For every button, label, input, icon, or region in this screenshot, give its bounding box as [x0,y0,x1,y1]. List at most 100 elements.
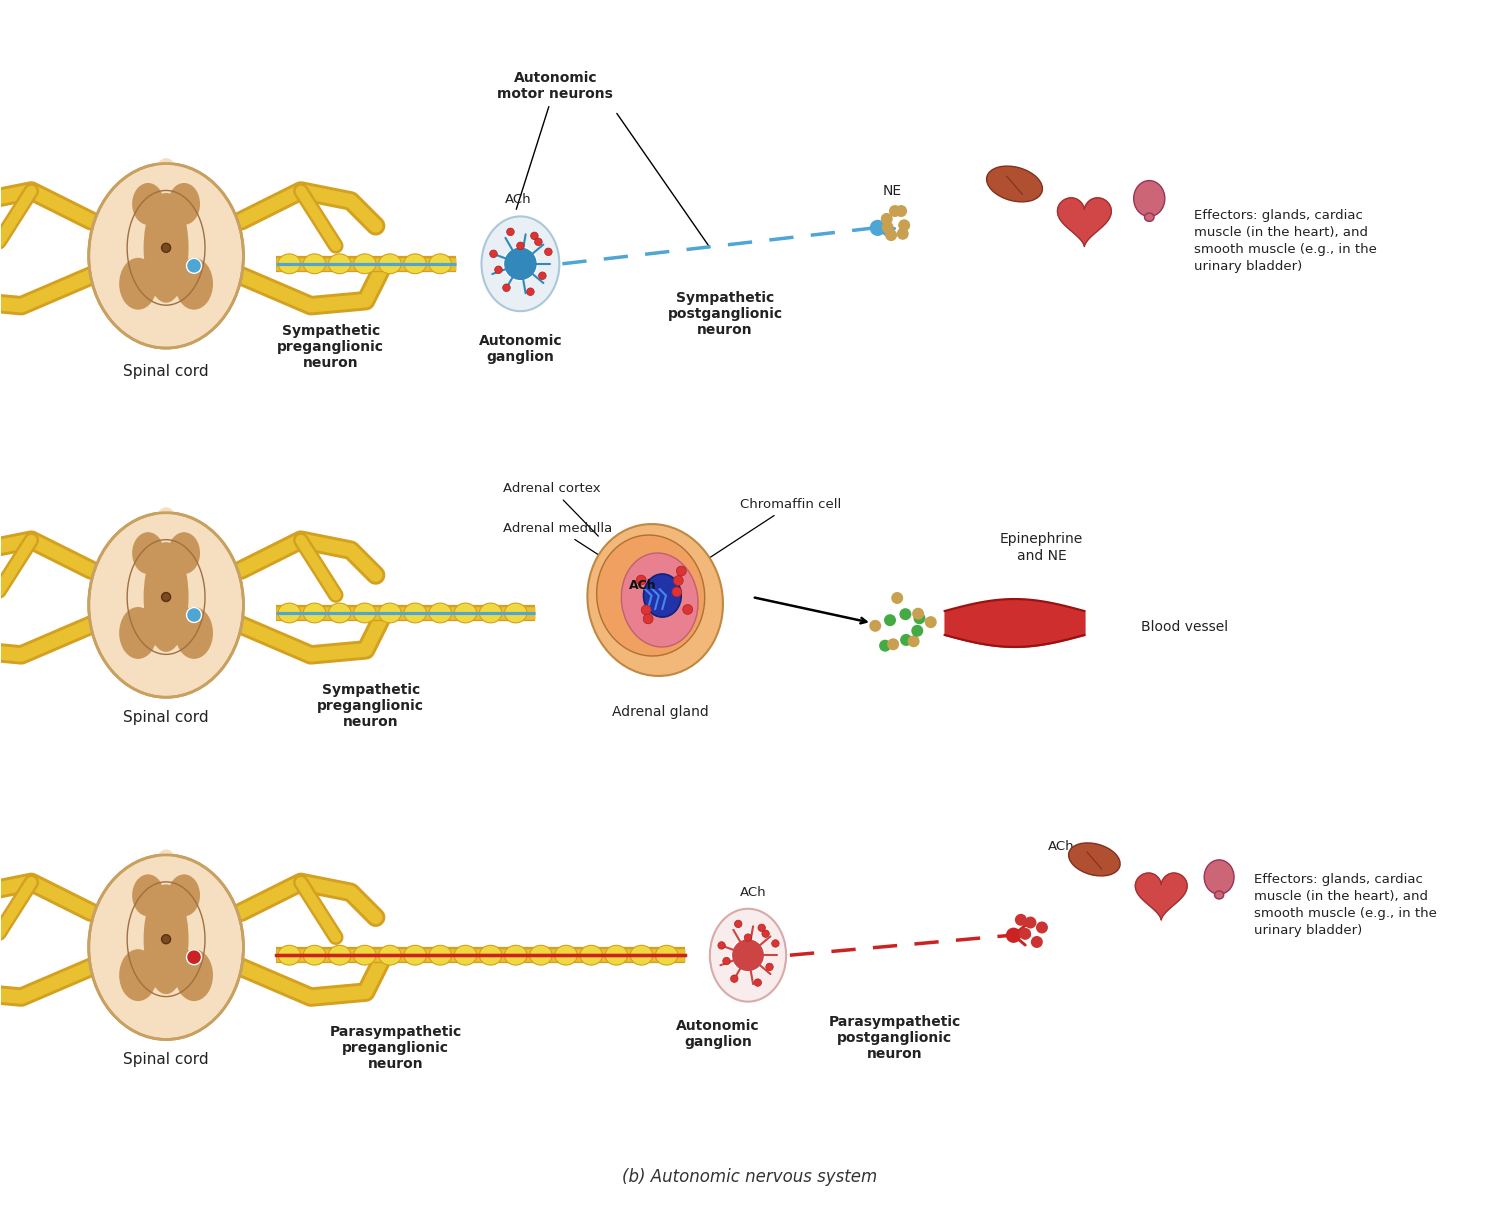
Circle shape [1007,928,1022,943]
Circle shape [162,935,171,944]
Ellipse shape [630,945,652,966]
Ellipse shape [168,183,200,225]
Circle shape [526,288,534,295]
Ellipse shape [154,507,177,540]
Circle shape [538,272,546,280]
Text: Effectors: glands, cardiac
muscle (in the heart), and
smooth muscle (e.g., in th: Effectors: glands, cardiac muscle (in th… [1254,874,1437,938]
Ellipse shape [604,945,627,966]
Ellipse shape [588,524,723,676]
Circle shape [891,592,903,604]
Ellipse shape [176,607,213,659]
Ellipse shape [621,553,698,647]
Ellipse shape [1134,180,1166,217]
Ellipse shape [154,159,177,190]
Ellipse shape [454,603,477,623]
Circle shape [1030,937,1042,947]
Text: Sympathetic
preganglionic
neuron: Sympathetic preganglionic neuron [316,682,424,730]
Ellipse shape [303,254,326,273]
Ellipse shape [168,532,200,574]
Circle shape [186,950,201,964]
Circle shape [880,213,892,225]
Ellipse shape [159,1006,174,1028]
Circle shape [900,609,912,621]
Circle shape [672,587,681,597]
Circle shape [674,576,682,586]
Circle shape [531,232,538,240]
Ellipse shape [328,945,351,966]
Text: Chromaffin cell: Chromaffin cell [686,499,842,574]
Ellipse shape [354,254,376,273]
Circle shape [879,640,891,652]
Circle shape [766,963,772,970]
Ellipse shape [404,945,426,966]
Circle shape [908,635,920,647]
Circle shape [544,248,552,255]
Ellipse shape [454,945,477,966]
Polygon shape [1136,872,1186,920]
Circle shape [636,575,646,584]
Ellipse shape [378,603,400,623]
Text: Spinal cord: Spinal cord [123,710,208,725]
Ellipse shape [328,254,351,273]
Ellipse shape [159,664,174,686]
Ellipse shape [429,254,451,273]
Circle shape [912,624,924,636]
Text: Blood vessel: Blood vessel [1142,620,1228,634]
Polygon shape [1058,197,1112,247]
Text: Effectors: glands, cardiac
muscle (in the heart), and
smooth muscle (e.g., in th: Effectors: glands, cardiac muscle (in th… [1194,209,1377,272]
Ellipse shape [303,603,326,623]
Ellipse shape [429,945,451,966]
Ellipse shape [154,849,177,881]
Circle shape [914,612,926,624]
Circle shape [1036,922,1048,933]
Text: ACh: ACh [1048,841,1074,853]
Circle shape [534,238,542,246]
Circle shape [735,920,742,928]
Ellipse shape [118,607,158,659]
Text: Adrenal medulla: Adrenal medulla [504,523,622,571]
Circle shape [890,204,902,217]
Circle shape [162,243,171,253]
Circle shape [682,605,693,615]
Ellipse shape [159,315,174,336]
Text: Parasympathetic
postganglionic
neuron: Parasympathetic postganglionic neuron [828,1015,962,1061]
Text: Spinal cord: Spinal cord [123,363,208,379]
Ellipse shape [404,254,426,273]
Text: Autonomic
motor neurons: Autonomic motor neurons [498,71,614,209]
Ellipse shape [530,945,552,966]
Ellipse shape [144,542,189,652]
Text: ACh: ACh [506,192,531,206]
Ellipse shape [504,945,526,966]
Ellipse shape [278,254,300,273]
Ellipse shape [429,603,451,623]
Circle shape [516,242,524,249]
Ellipse shape [118,258,158,310]
Circle shape [1024,916,1036,928]
Ellipse shape [328,603,351,623]
Circle shape [898,219,910,231]
Ellipse shape [176,258,213,310]
Circle shape [730,975,738,983]
Circle shape [507,227,515,236]
Circle shape [1016,914,1028,926]
Ellipse shape [278,945,300,966]
Circle shape [912,607,924,620]
Circle shape [870,620,880,632]
Circle shape [870,220,886,236]
Ellipse shape [1204,860,1234,894]
Ellipse shape [88,855,243,1039]
Ellipse shape [482,217,560,311]
Circle shape [504,247,537,281]
Ellipse shape [644,574,681,617]
Ellipse shape [132,875,164,916]
Text: ACh: ACh [740,886,766,899]
Text: Sympathetic
postganglionic
neuron: Sympathetic postganglionic neuron [668,290,783,338]
Text: Adrenal cortex: Adrenal cortex [504,483,602,536]
Ellipse shape [118,949,158,1001]
Text: Autonomic
ganglion: Autonomic ganglion [478,334,562,364]
Circle shape [744,934,752,941]
Circle shape [186,258,201,273]
Ellipse shape [710,909,786,1002]
Ellipse shape [480,603,502,623]
Text: Spinal cord: Spinal cord [123,1051,208,1067]
